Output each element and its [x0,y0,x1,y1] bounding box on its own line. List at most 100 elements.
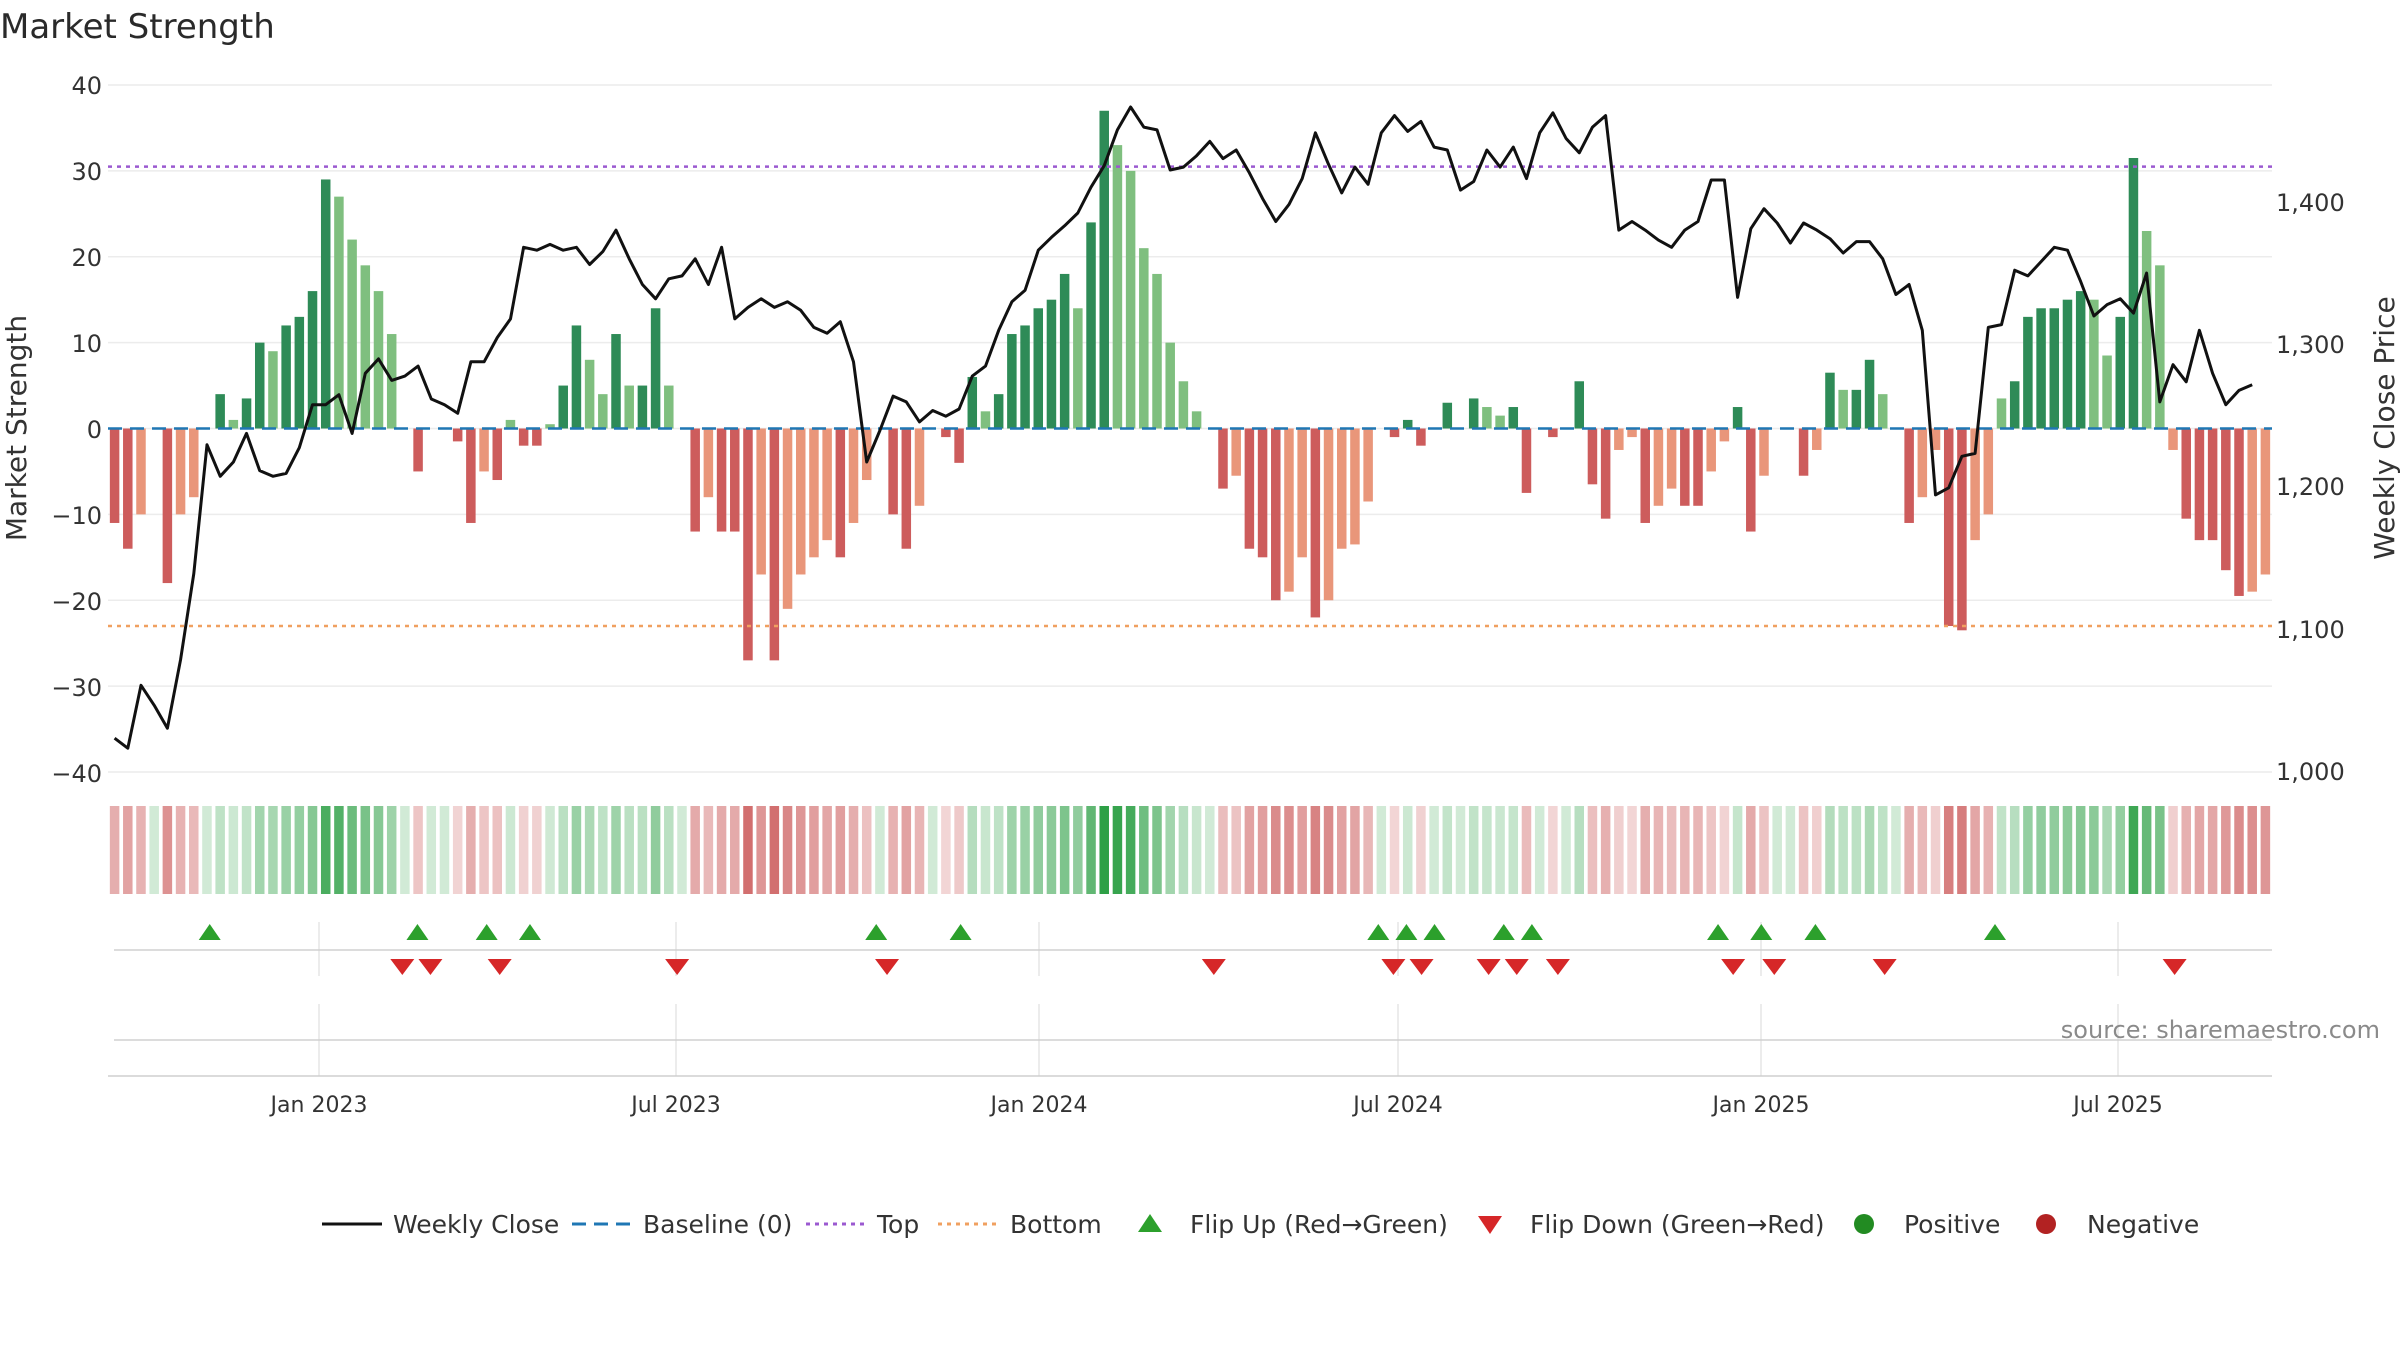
flip-down-marker [2162,959,2187,975]
strength-bar [1099,110,1109,429]
strength-bar [109,428,120,523]
strength-bar [2023,316,2033,429]
strength-bar [611,334,621,429]
heat-cell [2062,806,2073,894]
x-tick: Jan 2024 [989,1093,1088,1118]
heat-cell [1798,806,1809,894]
heat-cell [2141,806,2152,894]
heat-cell [2102,806,2112,894]
heat-cell [1402,806,1413,894]
heat-cell [1442,806,1453,894]
heat-cell [1363,806,1373,894]
strength-bar [1389,428,1400,438]
circle-icon [1854,1214,1874,1234]
heat-cell [1943,806,1954,894]
heat-cell [281,806,291,894]
strength-bar [2260,428,2271,575]
heat-cell [1548,806,1558,894]
heat-cell [268,806,278,894]
strength-bar [1904,428,1914,523]
strength-bar [822,428,832,541]
heat-cell [730,806,740,894]
strength-bar [1864,359,1875,429]
heat-cell [2168,806,2178,894]
weekly-close-series [113,105,2253,750]
strength-bar [1653,428,1664,506]
strength-bar [1152,273,1162,429]
flip-up-marker [198,924,221,940]
strength-bar [809,428,819,558]
heat-cell [1970,806,1980,894]
heat-cell [1930,806,1941,894]
strength-bar [980,411,991,429]
heat-cell [1112,806,1123,894]
heat-cell [2089,806,2099,894]
strength-bar [1746,428,1756,532]
strength-bar [598,394,608,429]
flip-down-marker [1504,959,1529,975]
strength-bar [1297,428,1307,558]
y-tick: 30 [71,158,102,186]
flip-down-marker [1545,959,1570,975]
strength-bar [2221,428,2231,571]
heat-cell [1587,806,1598,894]
heat-cell [1191,806,1202,894]
heat-cell [2023,806,2033,894]
legend-item-baseline: Baseline (0) [572,1210,792,1239]
strength-bar [993,394,1004,429]
flip-down-marker [1476,959,1501,975]
strength-bar [2036,308,2046,429]
strength-bar [1798,428,1809,476]
heat-cell [1099,806,1109,894]
strength-bar [2207,428,2218,541]
strength-bar [730,428,740,532]
flip-down-marker [665,959,690,975]
flip-down-marker [1721,959,1746,975]
heat-cell [1139,806,1149,894]
strength-bar [532,428,542,446]
heat-cell [1917,806,1928,894]
strength-bar [1640,428,1650,523]
heat-cell [1218,806,1228,894]
strength-bar [1323,428,1334,601]
heat-cell [571,806,582,894]
strength-bars [109,110,2271,661]
strength-bar [2194,428,2205,541]
flip-down-marker [875,959,900,975]
strength-bar [756,428,766,575]
heat-cell [743,806,753,894]
strength-bar [1231,428,1241,476]
strength-bar [624,385,634,429]
heat-cell [1838,806,1848,894]
strength-bar [123,428,133,549]
strength-bar [189,428,199,498]
strength-bar [1574,381,1585,429]
heat-cell [1534,806,1545,894]
heat-cell [1706,806,1716,894]
strength-bar [1165,342,1175,429]
legend-item-flip-down: Flip Down (Green→Red) [1478,1210,1825,1239]
heat-cell [558,806,568,894]
heat-cell [1310,806,1321,894]
strength-bar [307,291,318,429]
heat-cell [1416,806,1426,894]
heat-cell [637,806,648,894]
strength-bar [2049,308,2060,429]
strength-bar [1877,394,1888,429]
heat-cell [993,806,1004,894]
strength-bar [334,196,344,429]
strength-bar [1851,389,1862,429]
heat-cell [373,806,384,894]
heat-cell [1073,806,1083,894]
flip-up-marker [1367,924,1390,940]
heat-cell [1521,806,1532,894]
strength-bar [2234,428,2244,596]
flip-up-marker [1984,924,2007,940]
strength-bar [413,428,423,472]
x-tick: Jul 2024 [1351,1093,1443,1118]
flip-down-marker [1872,959,1897,975]
strength-bar [1020,325,1030,429]
heat-cell [1693,806,1703,894]
flip-up-marker [949,924,972,940]
strength-bar [1587,428,1598,485]
